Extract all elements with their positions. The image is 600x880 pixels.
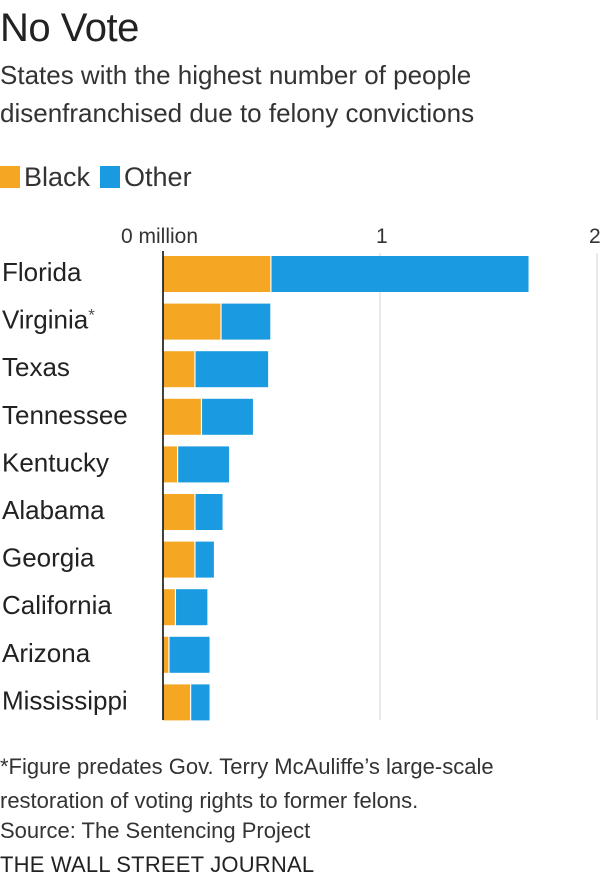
chart-subtitle: States with the highest number of people… — [0, 60, 475, 128]
chart-title: No Vote — [0, 6, 139, 50]
bar-california-black — [163, 589, 175, 626]
legend-item-other: Other — [100, 162, 192, 193]
x-tick-label-2: 2 — [589, 225, 600, 248]
category-label-virginia: Virginia* — [2, 305, 95, 335]
bar-tennessee-other — [202, 398, 253, 435]
x-tick-label-1: 1 — [376, 225, 388, 248]
legend-item-black: Black — [0, 162, 90, 193]
bar-california-other — [176, 589, 208, 626]
bar-tennessee-black — [163, 398, 201, 435]
bar-arizona-other — [169, 636, 210, 673]
category-label-mississippi: Mississippi — [2, 685, 128, 715]
category-label-georgia: Georgia — [2, 543, 95, 573]
bar-kentucky-other — [178, 446, 230, 483]
category-label-florida: Florida — [2, 257, 82, 287]
category-label-kentucky: Kentucky — [2, 447, 109, 477]
bar-mississippi-black — [163, 684, 191, 721]
bar-texas-other — [195, 351, 269, 388]
category-label-alabama: Alabama — [2, 495, 105, 525]
bar-kentucky-black — [163, 446, 177, 483]
bar-alabama-other — [195, 494, 223, 530]
publisher-credit: THE WALL STREET JOURNAL — [0, 852, 315, 877]
footnote: *Figure predates Gov. Terry McAuliffe’s … — [0, 754, 494, 813]
bar-florida-other — [271, 256, 529, 292]
bar-florida-black — [163, 256, 271, 292]
bar-georgia-black — [163, 541, 195, 578]
legend-label-other: Other — [124, 161, 192, 192]
category-label-texas: Texas — [2, 352, 70, 382]
legend: Black Other — [0, 160, 202, 194]
category-label-california: California — [2, 590, 112, 620]
legend-swatch-black — [0, 166, 20, 188]
category-label-tennessee: Tennessee — [2, 400, 128, 430]
x-tick-label-0: 0 million — [121, 225, 198, 248]
bar-virginia-other — [221, 303, 271, 340]
bar-arizona-black — [163, 636, 169, 673]
legend-swatch-other — [100, 166, 121, 188]
bar-alabama-black — [163, 494, 195, 530]
source-note: Source: The Sentencing Project — [0, 818, 311, 843]
bar-texas-black — [163, 351, 195, 388]
legend-label-black: Black — [24, 161, 91, 192]
bar-virginia-black — [163, 303, 221, 340]
category-label-arizona: Arizona — [2, 638, 91, 668]
bar-georgia-other — [195, 541, 214, 578]
bar-mississippi-other — [191, 684, 210, 721]
